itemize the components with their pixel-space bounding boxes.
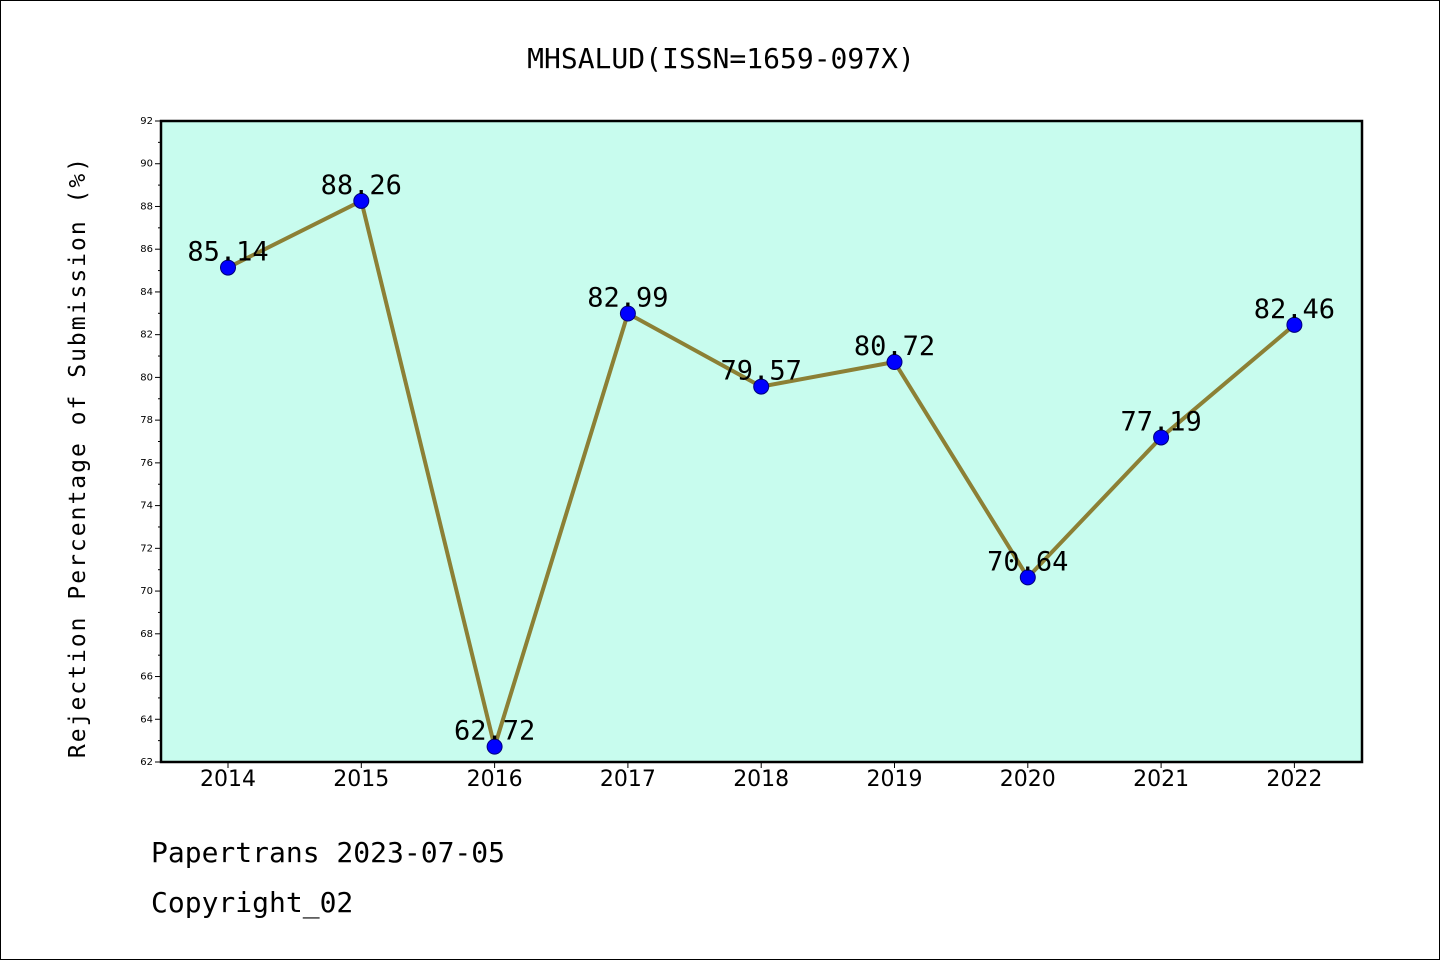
x-tick-label: 2016 [467,767,523,792]
y-tick-label: 74 [140,501,153,512]
data-label: 77.19 [1120,406,1201,437]
x-tick-label: 2014 [200,767,256,792]
y-tick-label: 68 [140,629,153,640]
x-axis: 2014 2015 2016 2017 2018 2019 2020 2021 2022 [200,762,1322,792]
y-tick-label: 70 [140,586,153,597]
y-tick-label: 82 [140,330,153,341]
y-tick-label: 66 [140,672,153,683]
data-label: 62.72 [454,716,535,747]
y-tick-label: 84 [140,287,153,298]
y-tick-label: 76 [140,458,153,469]
x-tick-label: 2017 [600,767,656,792]
y-tick-label: 88 [140,201,153,212]
data-label: 80.72 [854,331,935,362]
x-tick-label: 2020 [1000,767,1056,792]
x-tick-label: 2019 [867,767,923,792]
data-point [1153,429,1170,446]
x-tick-label: 2018 [733,767,789,792]
y-tick-label: 86 [140,244,153,255]
data-label: 82.99 [587,283,668,314]
footer-date: Papertrans 2023-07-05 [151,836,506,869]
data-point [353,192,370,209]
data-point [619,305,636,322]
data-point [886,354,903,371]
plot-frame [159,119,1364,764]
chart-title: MHSALUD(ISSN=1659-097X) [527,42,915,75]
data-label: 79.57 [721,356,802,387]
data-label: 70.64 [987,546,1068,577]
data-label: 88.26 [321,170,402,201]
data-point [486,738,503,755]
y-tick-label: 90 [140,159,153,170]
x-tick-label: 2022 [1266,767,1322,792]
y-tick-label: 80 [140,372,153,383]
plot-area [161,121,1362,762]
data-label: 82.46 [1254,294,1335,325]
y-tick-label: 72 [140,543,153,554]
data-point [1019,569,1036,586]
data-point [753,378,770,395]
data-label: 85.14 [187,237,268,268]
x-tick-label: 2021 [1133,767,1189,792]
y-tick-label: 92 [140,116,153,127]
y-tick-label: 62 [140,757,153,768]
data-point [220,259,236,276]
y-tick-label: 64 [140,714,153,725]
y-axis: 62 64 66 68 70 72 74 76 78 80 82 84 86 88 90 92 [140,116,161,768]
y-axis-label: Rejection Percentage of Submission (%) [65,156,91,758]
data-point [1286,316,1303,333]
y-tick-label: 78 [140,415,153,426]
footer-copyright: Copyright_02 [151,886,354,919]
x-tick-label: 2015 [333,767,389,792]
data-series: 85.14 88.26 62.72 82.99 79.57 80.72 70.64 77.19… [187,170,1335,755]
